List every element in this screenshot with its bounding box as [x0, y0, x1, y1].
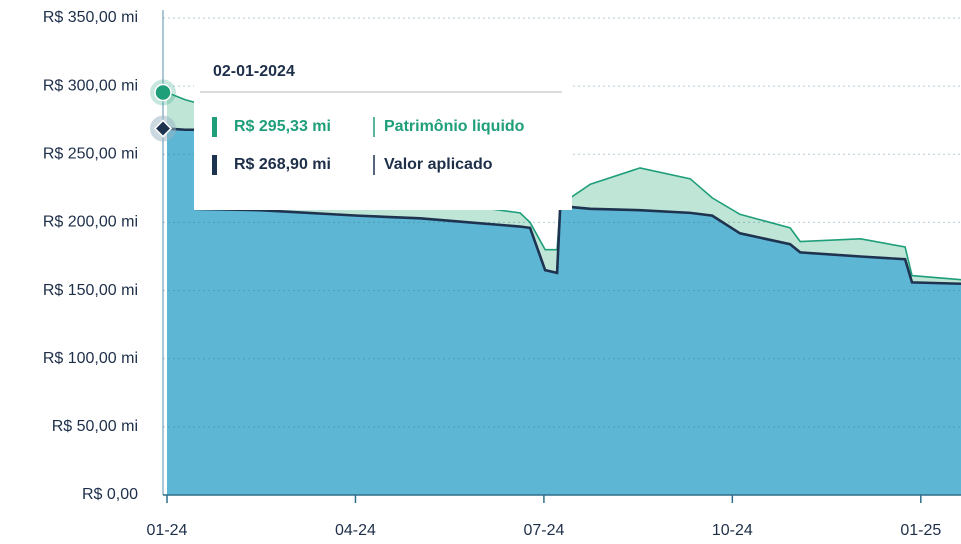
y-tick-label: R$ 300,00 mi [43, 77, 138, 94]
tooltip-swatch [212, 155, 217, 175]
x-tick-label: 07-24 [523, 522, 564, 539]
x-tick-label: 01-24 [147, 522, 188, 539]
y-tick-label: R$ 150,00 mi [43, 282, 138, 299]
tooltip-box [194, 50, 572, 210]
hover-marker [153, 119, 173, 138]
tooltip-value: R$ 295,33 mi [234, 118, 331, 135]
tooltip: 02-01-2024 R$ 295,33 mi Patrimônio liqui… [194, 50, 572, 210]
y-tick-label: R$ 250,00 mi [43, 146, 138, 163]
y-tick-label: R$ 0,00 [82, 486, 138, 503]
y-tick-label: R$ 50,00 mi [52, 418, 138, 435]
series-area [167, 128, 961, 495]
x-tick-label: 01-25 [900, 522, 941, 539]
tooltip-swatch [212, 117, 217, 137]
hover-marker [154, 83, 172, 102]
y-tick-label: R$ 100,00 mi [43, 350, 138, 367]
tooltip-value: R$ 268,90 mi [234, 156, 331, 173]
tooltip-series-name: Valor aplicado [384, 156, 493, 173]
tooltip-date: 02-01-2024 [213, 63, 295, 80]
plot-area: R$ 0,00 R$ 50,00 mi R$ 100,00 mi R$ 150,00 … [43, 9, 961, 539]
x-tick-label: 10-24 [712, 522, 753, 539]
y-tick-label: R$ 200,00 mi [43, 214, 138, 231]
tooltip-series-name: Patrimônio liquido [384, 118, 525, 135]
x-tick-label: 04-24 [335, 522, 376, 539]
y-tick-label: R$ 350,00 mi [43, 9, 138, 26]
